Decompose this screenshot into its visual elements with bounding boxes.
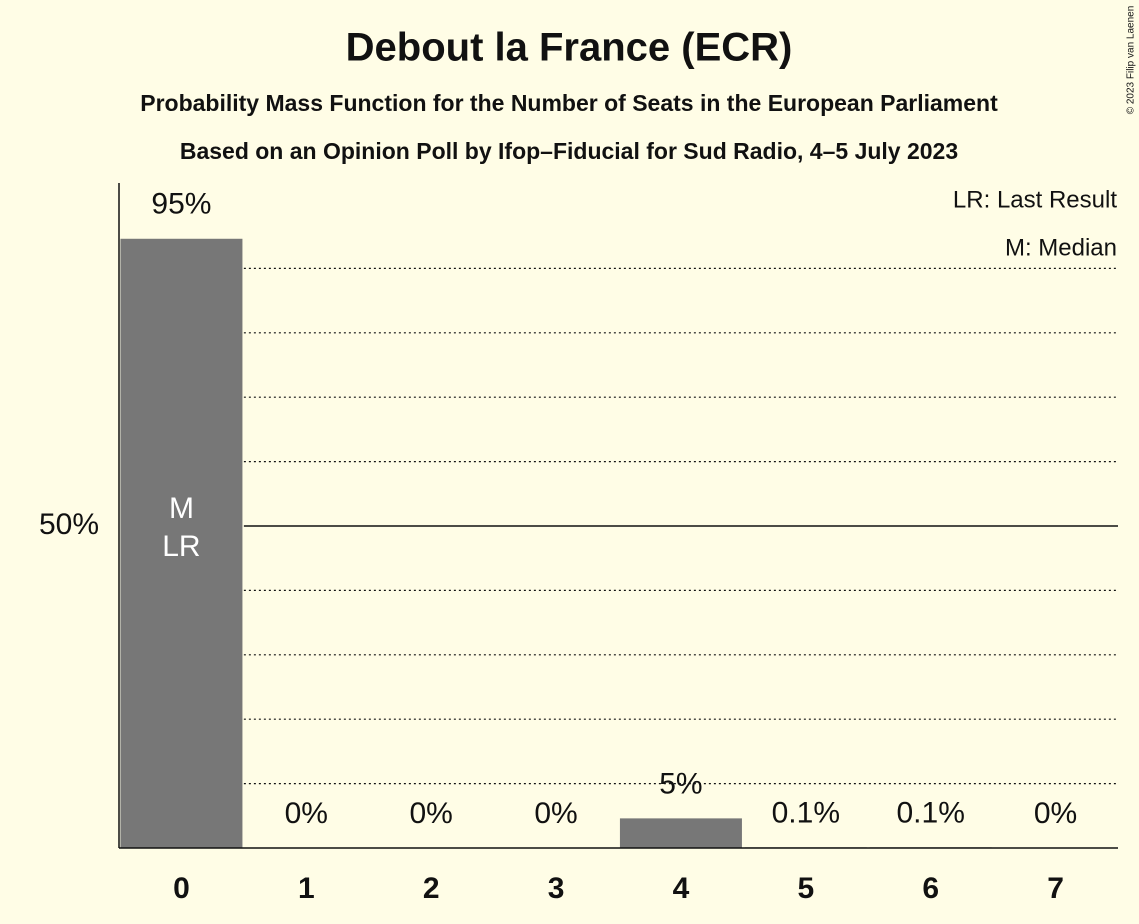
chart-title: Debout la France (ECR) — [346, 26, 793, 70]
value-label: 95% — [151, 188, 211, 221]
x-tick-label: 5 — [797, 872, 814, 905]
value-label: 0% — [534, 797, 577, 830]
x-tick-label: 3 — [548, 872, 565, 905]
value-label: 0% — [285, 797, 328, 830]
value-label: 0% — [410, 797, 453, 830]
x-tick-label: 6 — [922, 872, 939, 905]
y-tick-label: 50% — [39, 508, 99, 541]
value-label: 0.1% — [772, 796, 840, 829]
chart-source: Based on an Opinion Poll by Ifop–Fiducia… — [180, 138, 958, 164]
value-label: 5% — [659, 767, 702, 800]
chart-subtitle: Probability Mass Function for the Number… — [140, 90, 998, 116]
bar-annotation: M — [169, 492, 194, 525]
value-label: 0.1% — [896, 796, 964, 829]
bar — [619, 818, 742, 848]
x-tick-label: 7 — [1047, 872, 1064, 905]
copyright: © 2023 Filip van Laenen — [1126, 6, 1137, 115]
value-label: 0% — [1034, 797, 1077, 830]
x-tick-label: 2 — [423, 872, 440, 905]
x-tick-label: 1 — [298, 872, 315, 905]
legend-entry: LR: Last Result — [953, 186, 1117, 213]
bar — [120, 238, 243, 848]
x-tick-label: 0 — [173, 872, 190, 905]
legend-entry: M: Median — [1005, 234, 1117, 261]
bar-annotation: LR — [162, 530, 200, 563]
x-tick-label: 4 — [673, 872, 690, 905]
